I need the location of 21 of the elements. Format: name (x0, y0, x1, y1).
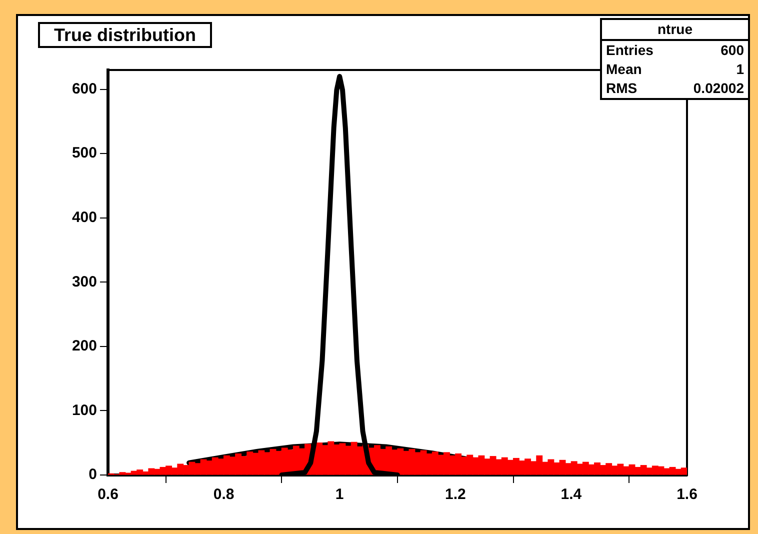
y-tick-label: 500 (72, 144, 97, 162)
x-tick-label: 0.6 (98, 486, 118, 504)
x-tick-label: 1.2 (444, 486, 466, 504)
text: 600 (720, 41, 744, 60)
y-tick-label: 0 (88, 466, 97, 484)
text: Entries (606, 41, 654, 60)
text: ntrue (602, 20, 748, 41)
x-tick-label: 1.4 (560, 486, 582, 504)
annotation: Mean (606, 60, 642, 79)
chart-title: True distribution (38, 22, 212, 48)
x-tick-label: 1.6 (676, 486, 698, 504)
x-tick-label: 1 (335, 486, 344, 504)
text: 0.02002 (693, 79, 744, 98)
x-tick-label: 0.8 (213, 486, 234, 504)
y-tick-label: 100 (72, 402, 97, 419)
y-tick-label: 200 (72, 338, 97, 355)
y-tick-label: 400 (72, 209, 97, 226)
text: 1 (736, 60, 744, 79)
annotation: RMS (606, 79, 638, 98)
y-tick-label: 600 (72, 80, 97, 98)
y-tick-label: 300 (72, 273, 97, 290)
